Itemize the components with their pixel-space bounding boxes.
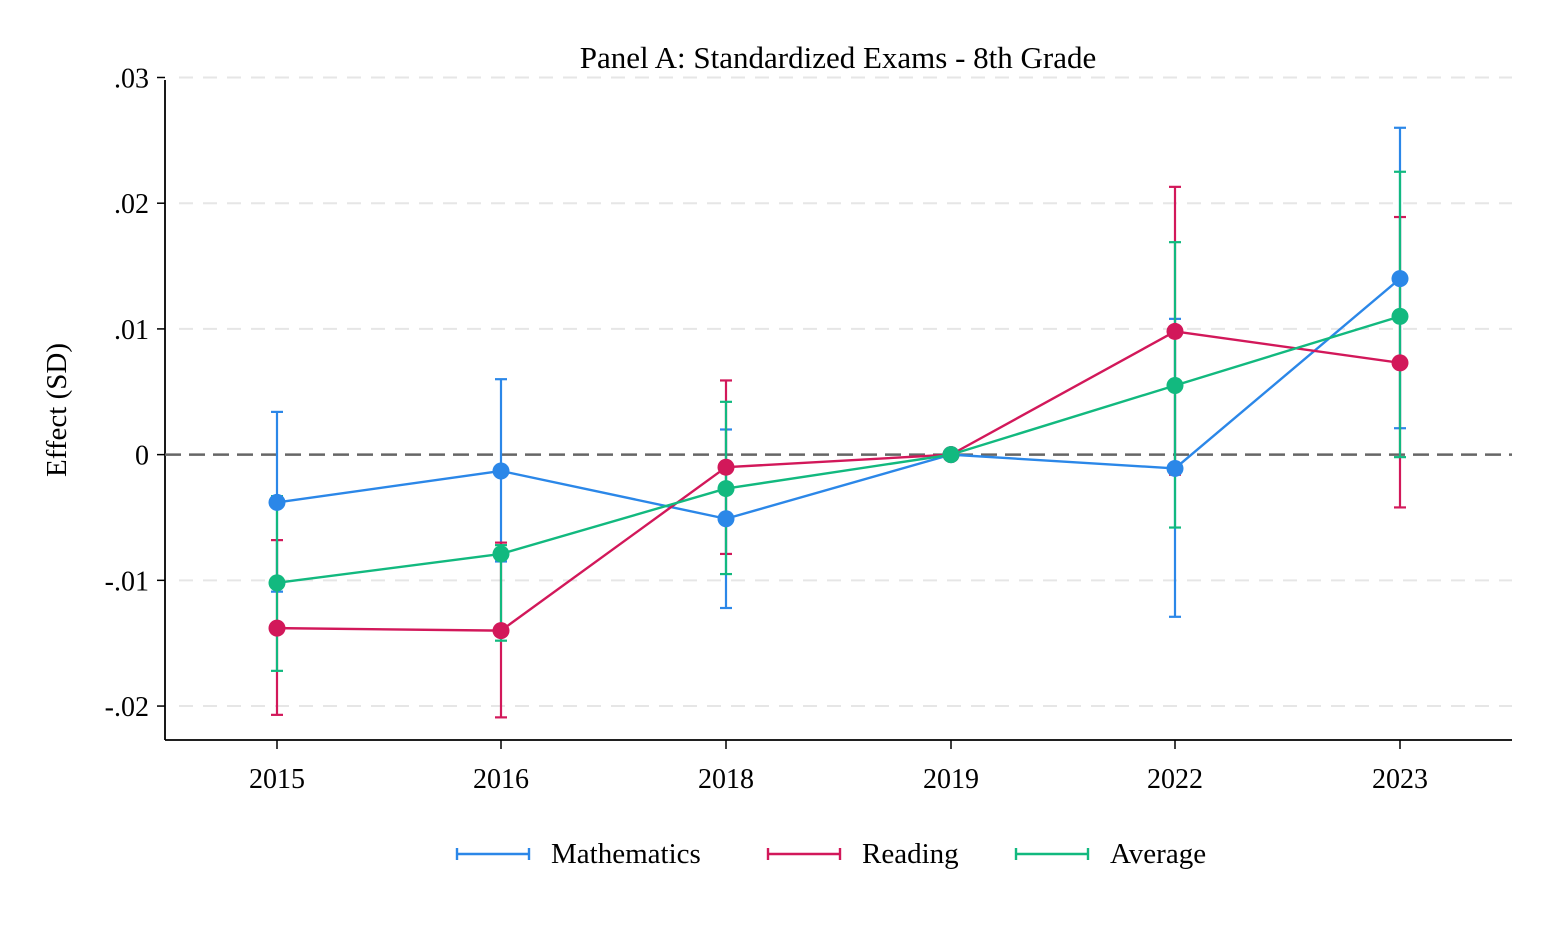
- y-tick-label: -.01: [105, 566, 149, 597]
- error-bars-reading: [271, 185, 1406, 719]
- chart-title: Panel A: Standardized Exams - 8th Grade: [580, 40, 1097, 75]
- data-point: [1391, 307, 1409, 325]
- data-point: [1166, 322, 1184, 340]
- legend-item-mathematics: Mathematics: [455, 834, 701, 874]
- legend-label: Average: [1110, 837, 1207, 870]
- legend: Mathematics Reading Average: [0, 834, 1546, 874]
- x-tick-label: 2015: [249, 764, 305, 795]
- data-point: [492, 622, 510, 640]
- data-point: [1391, 270, 1409, 288]
- y-tick-label: .03: [114, 63, 149, 94]
- grid-lines: [179, 76, 1512, 708]
- x-tick-label: 2023: [1372, 764, 1428, 795]
- data-point: [1166, 376, 1184, 394]
- data-point: [1166, 459, 1184, 477]
- error-bars-mathematics: [271, 126, 1406, 618]
- x-tick-label: 2016: [473, 764, 529, 795]
- y-axis-label: Effect (SD): [41, 343, 73, 477]
- data-point: [492, 545, 510, 563]
- data-point: [268, 619, 286, 637]
- legend-item-reading: Reading: [766, 834, 959, 874]
- series-layer: [268, 126, 1409, 719]
- data-point: [942, 446, 960, 464]
- error-bars-average: [271, 170, 1406, 672]
- data-point: [1391, 354, 1409, 372]
- axes: [164, 80, 1512, 741]
- data-point: [268, 574, 286, 592]
- legend-swatch: [766, 848, 842, 860]
- series-line-reading: [276, 330, 1401, 632]
- data-point: [717, 480, 735, 498]
- series-line-average: [276, 315, 1401, 585]
- legend-swatch: [1014, 848, 1090, 860]
- legend-label: Mathematics: [551, 837, 701, 870]
- y-tick-label: .02: [114, 189, 149, 220]
- data-point: [717, 510, 735, 528]
- series-line-mathematics: [276, 277, 1401, 520]
- points-reading: [268, 322, 1409, 640]
- legend-label: Reading: [862, 837, 959, 870]
- y-tick-label: 0: [135, 441, 149, 472]
- x-tick-label: 2018: [698, 764, 754, 795]
- points-average: [268, 307, 1409, 592]
- data-point: [268, 493, 286, 511]
- y-tick-label: .01: [114, 315, 149, 346]
- data-point: [492, 462, 510, 480]
- y-axis-ticks: .03 .02 .01 0 -.01 -.02: [105, 63, 165, 723]
- data-point: [717, 458, 735, 476]
- legend-item-average: Average: [1014, 834, 1206, 874]
- x-tick-label: 2022: [1147, 764, 1203, 795]
- x-tick-label: 2019: [923, 764, 979, 795]
- x-axis-ticks: 2015 2016 2018 2019 2022 2023: [249, 740, 1428, 795]
- legend-swatch: [455, 848, 531, 860]
- points-mathematics: [268, 270, 1409, 528]
- y-tick-label: -.02: [105, 692, 149, 723]
